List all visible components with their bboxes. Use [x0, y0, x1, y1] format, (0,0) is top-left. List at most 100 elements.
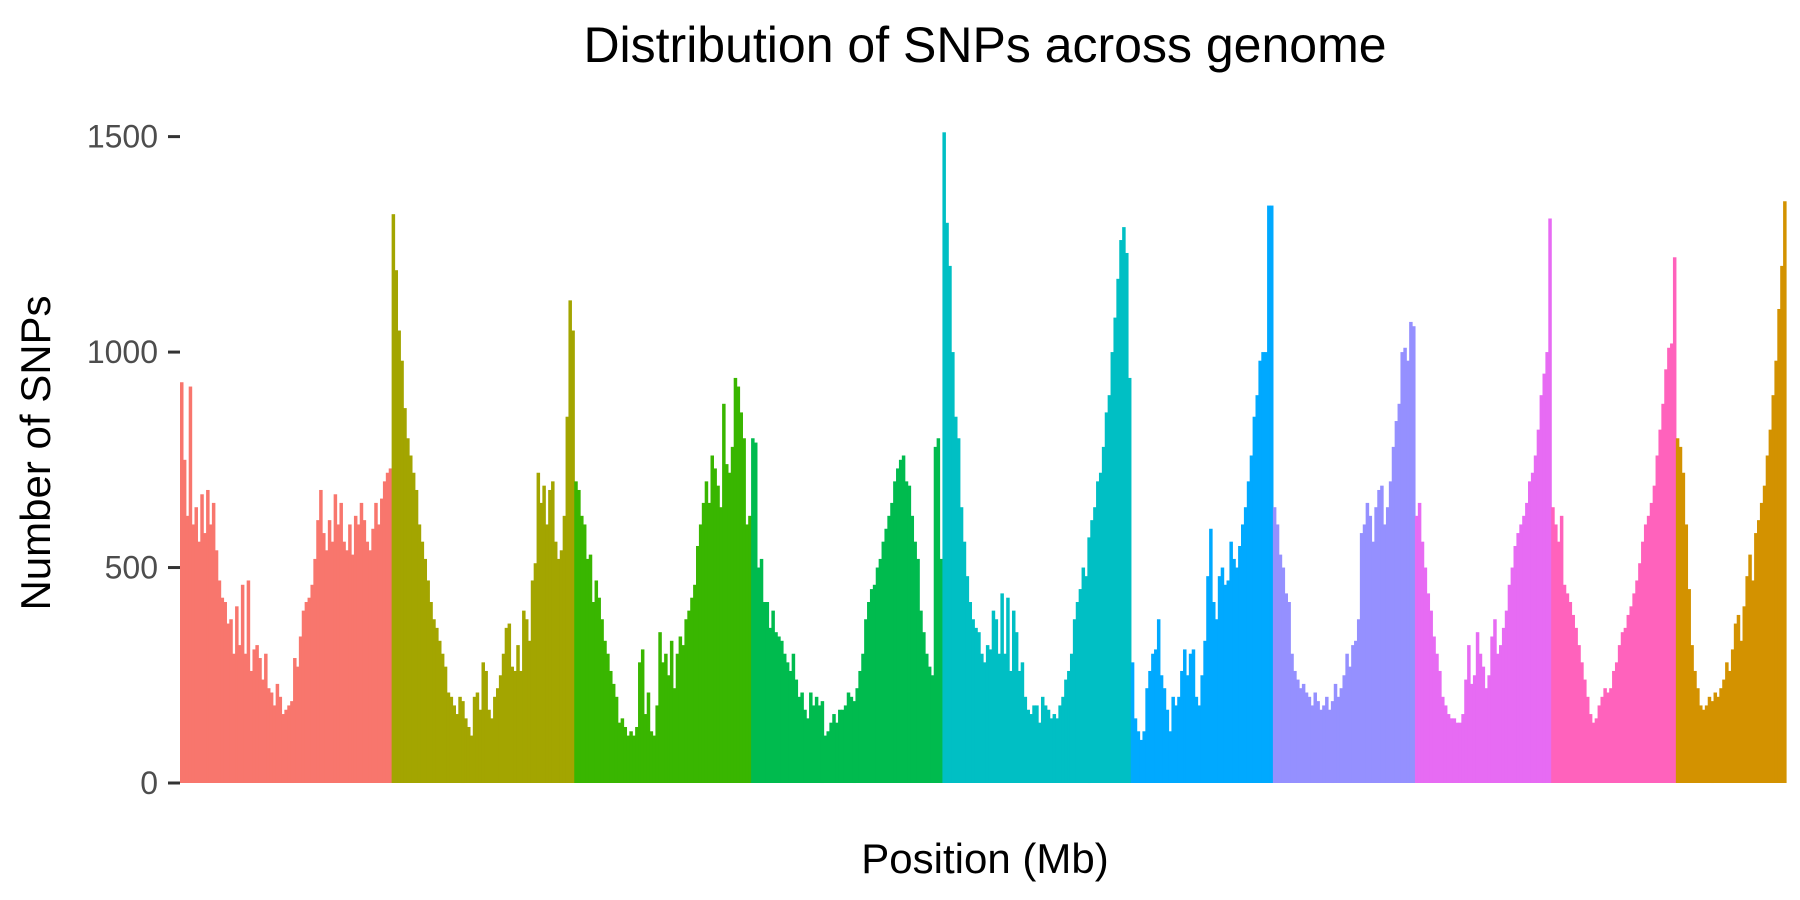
- snp-bar: [1672, 257, 1677, 783]
- snp-bar: [1325, 696, 1329, 783]
- snp-bar: [568, 300, 572, 783]
- snp-bar: [1084, 576, 1088, 783]
- snp-bar: [507, 623, 512, 783]
- snp-bar: [1252, 416, 1257, 783]
- snp-bar: [652, 735, 657, 783]
- snp-bar: [495, 688, 500, 783]
- snp-bar: [1107, 395, 1112, 783]
- snp-bar: [333, 494, 338, 783]
- snp-bar: [545, 524, 549, 783]
- snp-bar: [1377, 489, 1381, 783]
- snp-bar: [1620, 632, 1625, 783]
- snp-bar: [1385, 507, 1390, 783]
- snp-bar: [980, 653, 984, 783]
- snp-bar: [1701, 709, 1706, 783]
- snp-bar: [1484, 688, 1489, 783]
- snp-bar: [380, 498, 384, 783]
- snp-bar: [890, 502, 894, 783]
- snp-bar: [954, 416, 958, 783]
- snp-bar: [1661, 403, 1665, 783]
- snp-bar: [794, 679, 799, 783]
- snp-bar: [1165, 709, 1170, 783]
- snp-bar: [272, 705, 277, 783]
- snp-bar: [667, 675, 671, 783]
- snp-bar: [362, 520, 367, 783]
- snp-bar: [626, 735, 630, 783]
- snp-bar: [232, 653, 236, 783]
- snp-bar: [858, 670, 862, 783]
- snp-bar: [1229, 541, 1233, 783]
- snp-bar: [1197, 705, 1202, 783]
- snp-bar: [707, 502, 712, 783]
- snp-bar: [1110, 352, 1115, 783]
- snp-bar: [736, 386, 741, 783]
- snp-bar: [1606, 692, 1610, 783]
- snp-bar: [281, 714, 285, 783]
- snp-bar: [1040, 696, 1045, 783]
- snp-bar: [942, 132, 946, 783]
- snp-bar: [901, 455, 906, 783]
- snp-bar: [449, 696, 454, 783]
- chromosome-series-6: [1130, 205, 1274, 783]
- snp-bar: [588, 554, 593, 783]
- snp-bar: [1214, 619, 1219, 783]
- snp-bar: [661, 662, 665, 783]
- snp-bar: [1614, 662, 1619, 783]
- snp-bar: [1177, 696, 1181, 783]
- snp-bar: [1412, 326, 1416, 783]
- snp-bar: [1626, 614, 1631, 783]
- snp-bar: [893, 481, 897, 783]
- y-axis-title: Number of SNPs: [12, 295, 59, 610]
- snp-bar: [571, 330, 575, 783]
- snp-bar: [417, 524, 422, 783]
- snp-bar: [484, 670, 488, 783]
- snp-bar: [359, 502, 364, 783]
- snp-bar: [1594, 718, 1599, 783]
- snp-bar: [582, 524, 587, 783]
- snp-bar: [548, 489, 552, 783]
- snp-bar: [461, 701, 465, 784]
- snp-bar: [356, 524, 361, 783]
- snp-bar: [933, 446, 938, 783]
- snp-bar: [664, 653, 668, 783]
- snp-bar: [1383, 524, 1387, 783]
- snp-bar: [585, 558, 590, 783]
- snp-bar: [690, 597, 694, 783]
- snp-bar: [1122, 227, 1126, 784]
- snp-bar: [1670, 343, 1674, 783]
- snp-bar: [1716, 696, 1720, 783]
- snp-bar: [1759, 502, 1764, 783]
- snp-bar: [284, 709, 288, 783]
- snp-bar: [1641, 541, 1645, 783]
- snp-bar: [832, 714, 836, 783]
- snp-bar: [1351, 645, 1355, 783]
- snp-bar: [594, 580, 599, 783]
- snp-bar: [429, 602, 433, 783]
- snp-bar: [1171, 696, 1175, 783]
- snp-bar: [1478, 653, 1483, 783]
- snp-bar: [669, 640, 674, 783]
- snp-bar: [1203, 640, 1207, 783]
- snp-bar: [1255, 395, 1259, 783]
- snp-bar: [1154, 649, 1158, 783]
- snp-bar: [327, 520, 332, 783]
- snp-bar: [1467, 645, 1471, 783]
- snp-bar: [235, 606, 239, 783]
- snp-bar: [1310, 705, 1315, 783]
- snp-bar: [1287, 602, 1291, 783]
- snp-bar: [1026, 709, 1030, 783]
- y-axis: 0 500 1000 1500: [87, 119, 180, 801]
- snp-bar: [1191, 649, 1196, 783]
- snp-bar: [1223, 584, 1228, 783]
- snp-bar: [342, 541, 346, 783]
- snp-bar: [710, 455, 714, 783]
- snp-bar: [1522, 515, 1526, 783]
- snp-bar: [1093, 507, 1097, 783]
- snp-bar: [298, 636, 303, 783]
- snp-bar: [951, 352, 955, 783]
- snp-bar: [330, 541, 335, 783]
- snp-bar: [1136, 731, 1141, 783]
- snp-bar: [753, 442, 758, 783]
- snp-bar: [1049, 718, 1054, 783]
- snp-bar: [1461, 714, 1465, 783]
